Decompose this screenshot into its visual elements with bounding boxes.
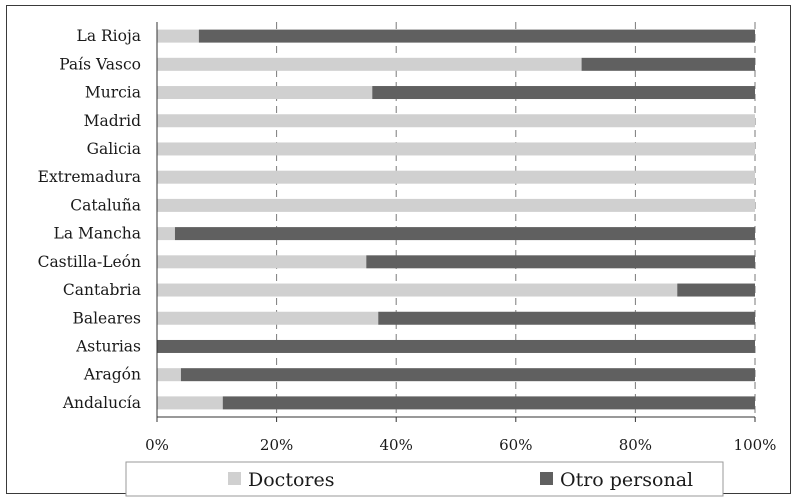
category-label: Murcia: [85, 84, 141, 102]
legend-box: [125, 461, 724, 497]
bar-segment: [180, 368, 756, 382]
category-label: Aragón: [83, 366, 141, 384]
bar-segment: [157, 368, 181, 382]
legend-swatch: [540, 472, 553, 485]
legend-swatch: [228, 472, 241, 485]
bar-segment: [157, 86, 373, 100]
category-label: Asturias: [75, 337, 141, 355]
bar-segment: [157, 170, 755, 184]
category-label: Cataluña: [70, 196, 141, 214]
bar-segment: [372, 86, 755, 100]
bar-segment: [198, 29, 756, 43]
legend: Doctores Otro personal: [125, 461, 724, 497]
x-tick-label: 40%: [380, 436, 413, 454]
bar-segment: [157, 227, 175, 241]
category-label: País Vasco: [59, 55, 141, 73]
category-labels: Andalucía Aragón Asturias Baleares Cantabria…: [38, 27, 141, 412]
bar-segment: [157, 57, 582, 71]
bar-segment: [677, 283, 755, 297]
bar-segment: [174, 227, 755, 241]
category-label: Andalucía: [62, 394, 141, 412]
x-axis-ticks: 0% 20% 40% 60% 80% 100%: [145, 22, 776, 454]
legend-label: Otro personal: [560, 469, 693, 491]
bar-segment: [157, 339, 755, 353]
bar-segment: [157, 255, 367, 269]
category-label: Madrid: [84, 112, 141, 130]
category-label: Extremadura: [38, 168, 141, 186]
bar-segment: [157, 198, 755, 212]
bar-segment: [157, 142, 755, 156]
category-label: La Rioja: [77, 27, 141, 45]
bar-segment: [157, 396, 223, 410]
category-label: Galicia: [87, 140, 141, 158]
category-label: La Mancha: [54, 225, 141, 243]
bar-segment: [222, 396, 755, 410]
x-tick-label: 100%: [734, 436, 777, 454]
bar-segment: [378, 311, 755, 325]
x-tick-label: 60%: [499, 436, 532, 454]
x-tick-label: 80%: [619, 436, 652, 454]
bar-segment: [157, 311, 379, 325]
category-label: Castilla-León: [38, 253, 141, 271]
gridlines: [276, 22, 756, 417]
bar-segment: [157, 283, 678, 297]
bars: [157, 29, 756, 410]
bar-segment: [157, 29, 199, 43]
x-tick-label: 20%: [260, 436, 293, 454]
category-label: Baleares: [72, 309, 141, 327]
bar-segment: [581, 57, 755, 71]
bar-segment: [157, 114, 755, 128]
bar-segment: [366, 255, 755, 269]
x-tick-label: 0%: [145, 436, 169, 454]
legend-label: Doctores: [248, 469, 334, 491]
category-label: Cantabria: [63, 281, 141, 299]
